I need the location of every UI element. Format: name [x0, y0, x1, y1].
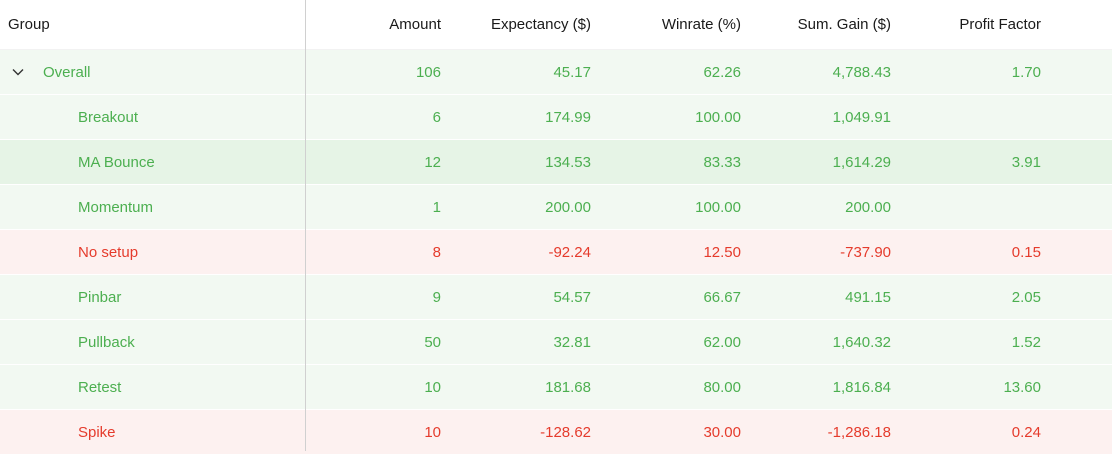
row-winrate: 12.50	[703, 243, 741, 261]
row-amount: 9	[432, 288, 441, 306]
table-row[interactable]: Breakout 6 174.99 100.00 1,049.91	[0, 95, 1112, 140]
row-group: Retest	[78, 378, 122, 396]
overall-sum-gain: 4,788.43	[832, 63, 891, 81]
row-winrate: 80.00	[703, 378, 741, 396]
table-row[interactable]: MA Bounce 12 134.53 83.33 1,614.29 3.91	[0, 140, 1112, 185]
row-winrate: 100.00	[695, 108, 741, 126]
row-winrate: 66.67	[703, 288, 741, 306]
row-sum-gain: 200.00	[845, 198, 891, 216]
row-group: No setup	[78, 243, 139, 261]
row-expectancy: 54.57	[553, 288, 591, 306]
table-row[interactable]: Momentum 1 200.00 100.00 200.00	[0, 185, 1112, 230]
column-header-sum-gain[interactable]: Sum. Gain ($)	[797, 16, 891, 33]
row-sum-gain: 1,614.29	[832, 153, 891, 171]
row-profit-factor: 0.24	[1011, 423, 1041, 441]
row-sum-gain: -737.90	[840, 243, 891, 261]
row-sum-gain: 491.15	[845, 288, 891, 306]
row-profit-factor: 3.91	[1011, 153, 1041, 171]
row-group: Pinbar	[78, 288, 122, 306]
column-header-amount[interactable]: Amount	[389, 16, 441, 33]
overall-label: Overall	[43, 63, 91, 81]
chevron-down-icon[interactable]	[10, 50, 26, 94]
row-sum-gain: -1,286.18	[827, 423, 891, 441]
row-expectancy: -92.24	[548, 243, 591, 261]
row-group: MA Bounce	[78, 153, 155, 171]
row-sum-gain: 1,816.84	[832, 378, 891, 396]
row-winrate: 30.00	[703, 423, 741, 441]
row-sum-gain: 1,049.91	[832, 108, 891, 126]
row-profit-factor: 1.52	[1011, 333, 1041, 351]
row-group: Pullback	[78, 333, 135, 351]
overall-amount: 106	[415, 63, 441, 81]
column-header-group[interactable]: Group	[8, 16, 50, 33]
row-expectancy: 174.99	[545, 108, 591, 126]
row-profit-factor	[891, 95, 1041, 139]
column-divider[interactable]	[305, 0, 306, 451]
row-amount: 1	[432, 198, 441, 216]
overall-profit-factor: 1.70	[1011, 63, 1041, 81]
table-row[interactable]: Pullback 50 32.81 62.00 1,640.32 1.52	[0, 320, 1112, 365]
row-amount: 12	[424, 153, 441, 171]
table-row[interactable]: No setup 8 -92.24 12.50 -737.90 0.15	[0, 230, 1112, 275]
row-expectancy: 200.00	[545, 198, 591, 216]
row-expectancy: 181.68	[545, 378, 591, 396]
row-winrate: 83.33	[703, 153, 741, 171]
table-row[interactable]: Retest 10 181.68 80.00 1,816.84 13.60	[0, 365, 1112, 410]
overall-group-cell: Overall	[0, 50, 305, 94]
overall-row[interactable]: Overall 106 45.17 62.26 4,788.43 1.70	[0, 50, 1112, 95]
table-row[interactable]: Spike 10 -128.62 30.00 -1,286.18 0.24	[0, 410, 1112, 455]
row-expectancy: -128.62	[540, 423, 591, 441]
row-profit-factor	[891, 185, 1041, 229]
row-group: Momentum	[78, 198, 154, 216]
row-winrate: 62.00	[703, 333, 741, 351]
row-amount: 10	[424, 378, 441, 396]
row-amount: 8	[432, 243, 441, 261]
row-sum-gain: 1,640.32	[832, 333, 891, 351]
row-profit-factor: 13.60	[1003, 378, 1041, 396]
row-expectancy: 134.53	[545, 153, 591, 171]
row-winrate: 100.00	[695, 198, 741, 216]
column-header-expectancy[interactable]: Expectancy ($)	[490, 16, 591, 33]
row-group: Breakout	[78, 108, 139, 126]
row-amount: 50	[424, 333, 441, 351]
header-row: Group Amount Expectancy ($) Winrate (%) …	[0, 0, 1112, 50]
row-amount: 10	[424, 423, 441, 441]
column-header-profit-factor[interactable]: Profit Factor	[959, 16, 1041, 33]
overall-expectancy: 45.17	[553, 63, 591, 81]
row-group: Spike	[78, 423, 116, 441]
row-amount: 6	[432, 108, 441, 126]
row-profit-factor: 2.05	[1011, 288, 1041, 306]
overall-winrate: 62.26	[703, 63, 741, 81]
column-header-winrate[interactable]: Winrate (%)	[661, 16, 741, 33]
row-profit-factor: 0.15	[1011, 243, 1041, 261]
row-expectancy: 32.81	[553, 333, 591, 351]
table-row[interactable]: Pinbar 9 54.57 66.67 491.15 2.05	[0, 275, 1112, 320]
